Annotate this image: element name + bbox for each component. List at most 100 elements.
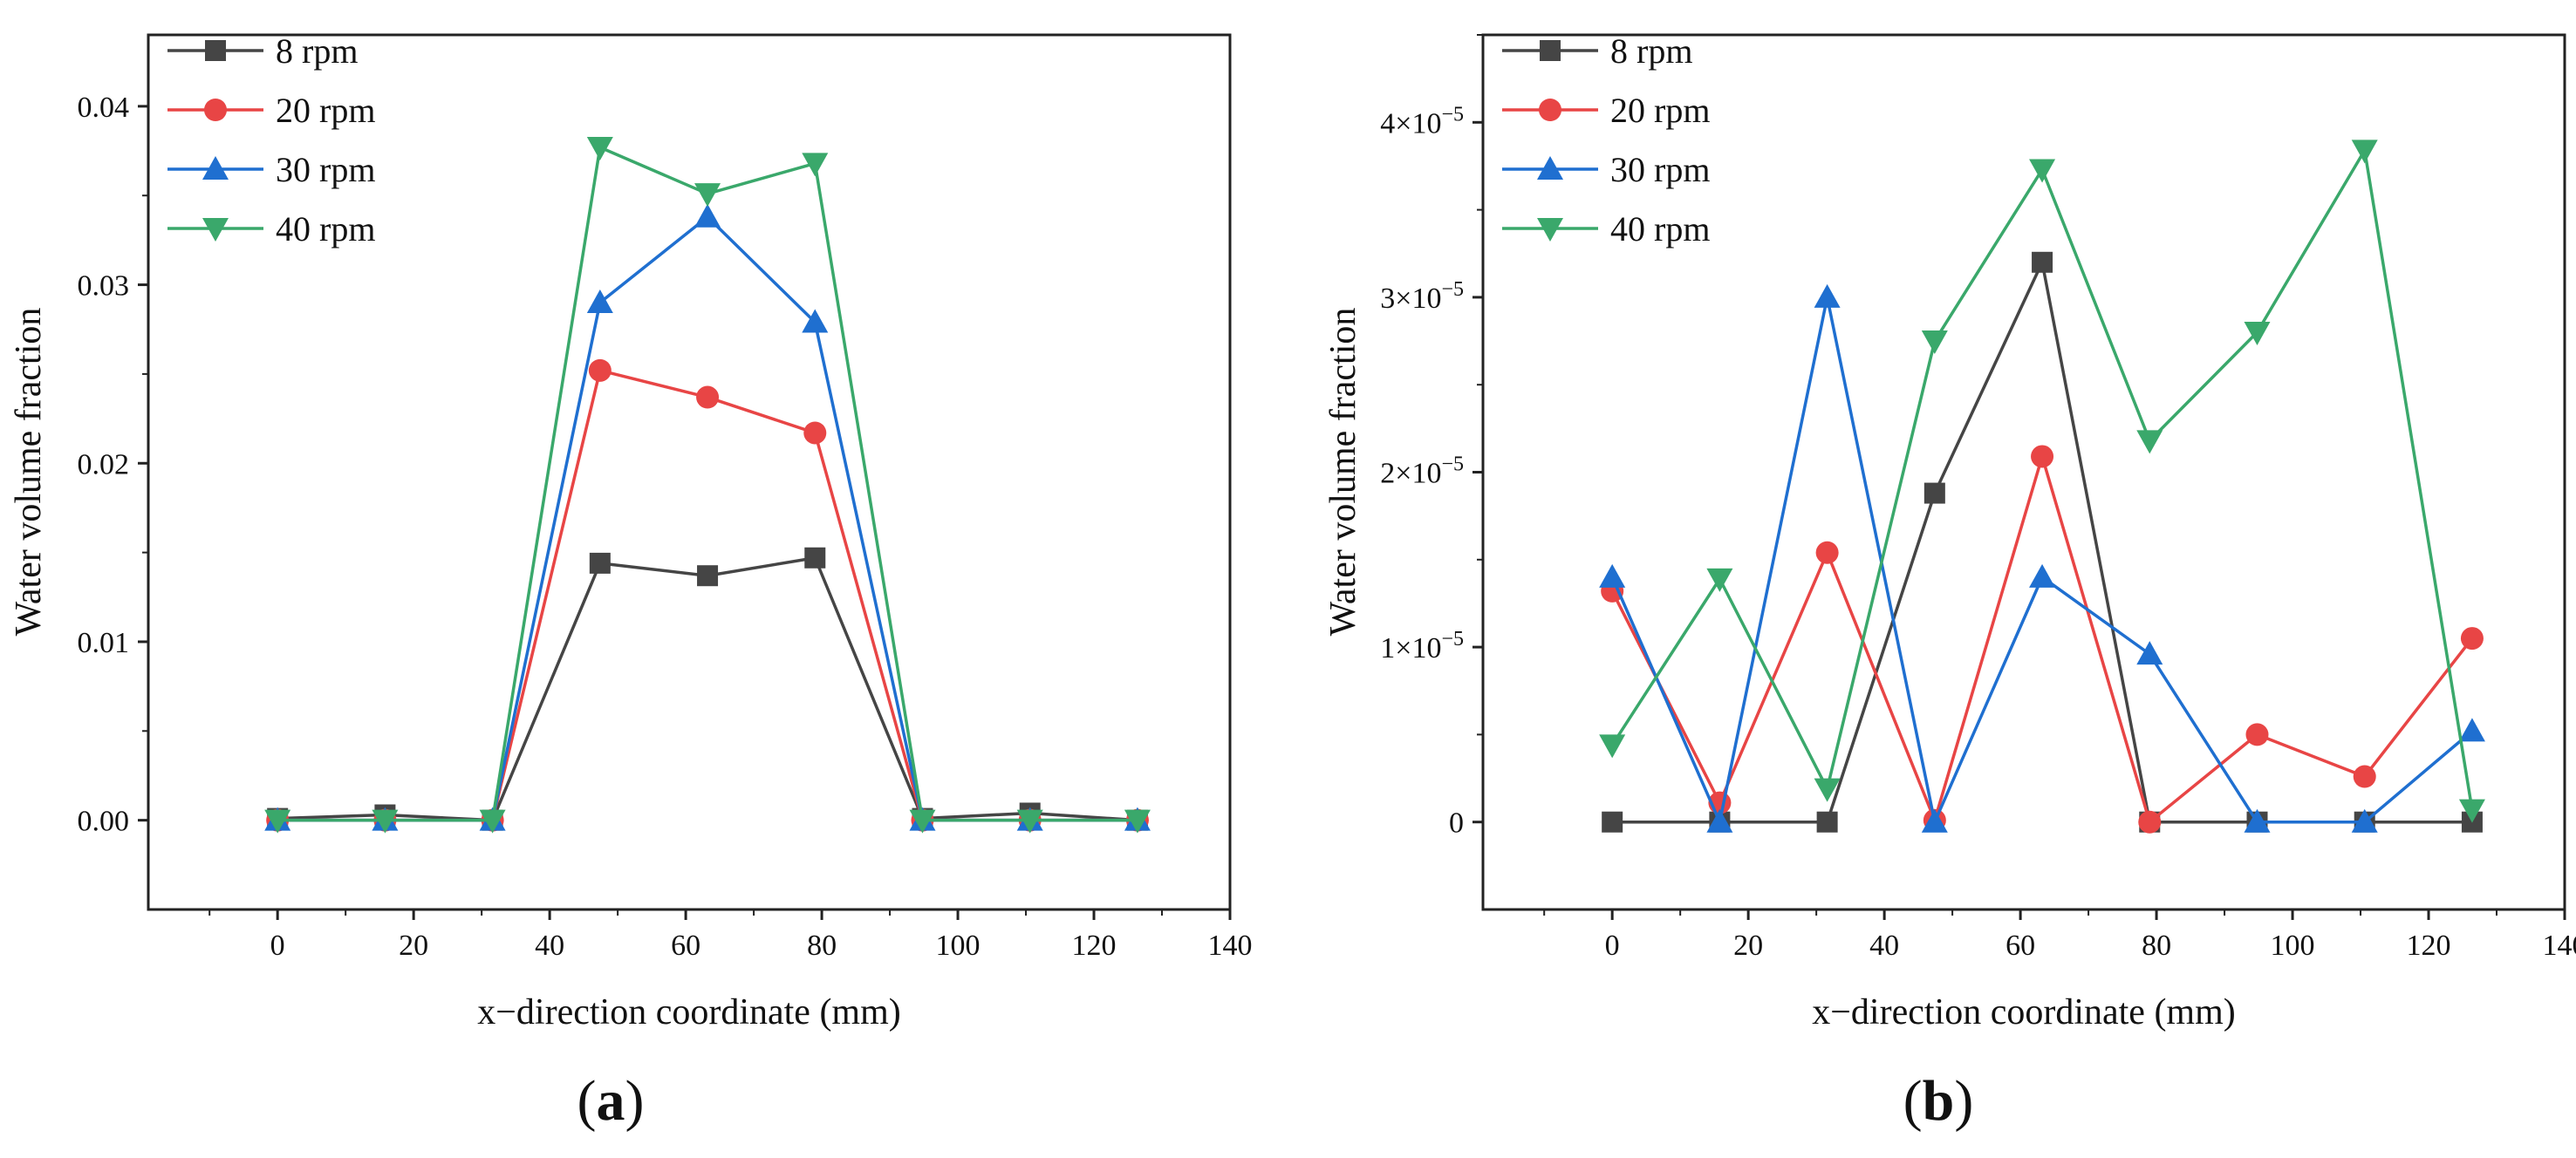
legend-label-40-rpm: 40 rpm	[276, 209, 375, 249]
x-tick-label: 20	[399, 930, 428, 962]
x-tick-label: 0	[1605, 930, 1620, 962]
data-point-40-rpm	[1921, 330, 1948, 355]
panel-label-a: (a)	[577, 1069, 645, 1133]
series-layer	[264, 136, 1151, 834]
x-tick-label: 120	[2407, 930, 2451, 962]
x-tick-label: 140	[1208, 930, 1253, 962]
y-tick-label: 0.03	[78, 270, 130, 303]
data-point-8-rpm	[1602, 811, 1623, 833]
data-point-40-rpm	[1016, 809, 1043, 834]
data-point-30-rpm	[2351, 808, 2378, 833]
axes-layer: 0 20 40 60 80 100 120 140 0.00 0.01 0.02 0.03 0.04	[78, 92, 1253, 962]
axes-layer: 0 20 40 60 80 100 120 140 0 1×10−5 2×10−5 3×10−5 4×1…	[1380, 34, 2576, 962]
data-point-40-rpm	[1706, 568, 1733, 592]
data-point-8-rpm	[589, 552, 611, 574]
legend-label-20-rpm: 20 rpm	[1610, 91, 1710, 130]
data-point-8-rpm	[804, 547, 826, 569]
x-tick-label: 80	[807, 930, 837, 962]
y-tick-label: 0.02	[78, 448, 130, 480]
data-point-20-rpm	[803, 421, 827, 445]
data-point-8-rpm	[697, 565, 719, 587]
data-point-40-rpm	[479, 809, 506, 834]
data-point-30-rpm	[2458, 718, 2485, 742]
data-point-30-rpm	[694, 203, 721, 228]
x-axis-title: x−direction coordinate (mm)	[1812, 992, 2236, 1032]
legend-label-40-rpm: 40 rpm	[1610, 209, 1710, 249]
data-point-40-rpm	[1599, 734, 1626, 759]
data-point-40-rpm	[2029, 159, 2056, 183]
data-point-40-rpm	[694, 183, 721, 208]
data-point-20-rpm	[2031, 445, 2054, 468]
y-tick-label: 0.00	[78, 806, 130, 838]
y-tick-label: 0	[1449, 807, 1464, 840]
x-tick-label: 20	[1733, 930, 1763, 962]
data-point-40-rpm	[586, 136, 613, 160]
y-tick-label: 3×10−5	[1380, 278, 1464, 315]
series-layer	[1599, 140, 2485, 834]
data-point-20-rpm	[2138, 810, 2162, 834]
data-point-30-rpm	[802, 309, 829, 333]
legend: 8 rpm 20 rpm 30 rpm 40 rpm	[1502, 31, 1710, 249]
data-point-8-rpm	[1816, 811, 1838, 833]
x-tick-label: 100	[936, 930, 981, 962]
legend-label-8-rpm: 8 rpm	[276, 31, 358, 71]
data-point-40-rpm	[2244, 322, 2271, 346]
data-point-30-rpm	[586, 290, 613, 314]
x-tick-label: 120	[1072, 930, 1117, 962]
legend-marker-20-rpm	[1539, 99, 1561, 121]
data-point-20-rpm	[588, 358, 612, 382]
chart-panel-b: 0 20 40 60 80 100 120 140 0 1×10−5 2×10−5 3×10−5 4×1…	[1323, 31, 2576, 1133]
x-axis-title: x−direction coordinate (mm)	[477, 992, 901, 1032]
x-tick-label: 60	[671, 930, 700, 962]
data-point-20-rpm	[2353, 765, 2376, 788]
x-tick-label: 40	[535, 930, 564, 962]
data-point-20-rpm	[1815, 541, 1839, 564]
y-tick-label: 1×10−5	[1380, 628, 1464, 664]
x-tick-label: 140	[2543, 930, 2576, 962]
data-point-40-rpm	[2351, 140, 2378, 164]
legend-label-20-rpm: 20 rpm	[276, 91, 375, 130]
legend-label-8-rpm: 8 rpm	[1610, 31, 1692, 71]
data-point-40-rpm	[802, 153, 829, 177]
legend-marker-8-rpm	[205, 40, 226, 61]
legend-label-30-rpm: 30 rpm	[276, 150, 375, 189]
plot-frame	[147, 33, 1232, 911]
data-point-30-rpm	[2136, 641, 2163, 665]
data-point-40-rpm	[2458, 799, 2485, 823]
panel-letter-b: b	[1923, 1069, 1955, 1133]
y-tick-label: 0.01	[78, 627, 130, 659]
legend-marker-30-rpm	[202, 156, 229, 180]
data-point-40-rpm	[909, 809, 936, 834]
y-tick-label: 0.04	[78, 92, 130, 124]
data-point-40-rpm	[2136, 430, 2163, 454]
x-tick-label: 0	[270, 930, 285, 962]
y-tick-label: 4×10−5	[1380, 103, 1464, 140]
y-axis-title: Water volume fraction	[1323, 308, 1363, 637]
legend-marker-40-rpm	[1537, 218, 1563, 242]
data-point-40-rpm	[1124, 809, 1151, 834]
legend-marker-30-rpm	[1537, 156, 1563, 180]
y-tick-label: 2×10−5	[1380, 453, 1464, 490]
data-point-8-rpm	[2032, 251, 2053, 273]
legend-marker-20-rpm	[204, 99, 227, 121]
panel-letter-a: a	[597, 1069, 625, 1133]
panel-label-b: (b)	[1903, 1069, 1974, 1133]
data-point-40-rpm	[1814, 778, 1841, 802]
data-point-20-rpm	[696, 385, 720, 409]
data-point-30-rpm	[2029, 563, 2056, 588]
legend-marker-8-rpm	[1540, 40, 1561, 61]
data-point-30-rpm	[2244, 808, 2271, 833]
y-axis-title: Water volume fraction	[9, 308, 49, 637]
data-point-20-rpm	[2245, 723, 2269, 746]
legend-marker-40-rpm	[202, 218, 229, 242]
x-tick-label: 80	[2142, 930, 2171, 962]
x-tick-label: 40	[1869, 930, 1899, 962]
data-point-30-rpm	[1599, 563, 1626, 588]
legend: 8 rpm 20 rpm 30 rpm 40 rpm	[167, 31, 375, 249]
data-point-40-rpm	[264, 809, 291, 834]
x-tick-label: 60	[2005, 930, 2035, 962]
data-point-30-rpm	[1706, 808, 1733, 833]
data-point-20-rpm	[2460, 627, 2484, 651]
